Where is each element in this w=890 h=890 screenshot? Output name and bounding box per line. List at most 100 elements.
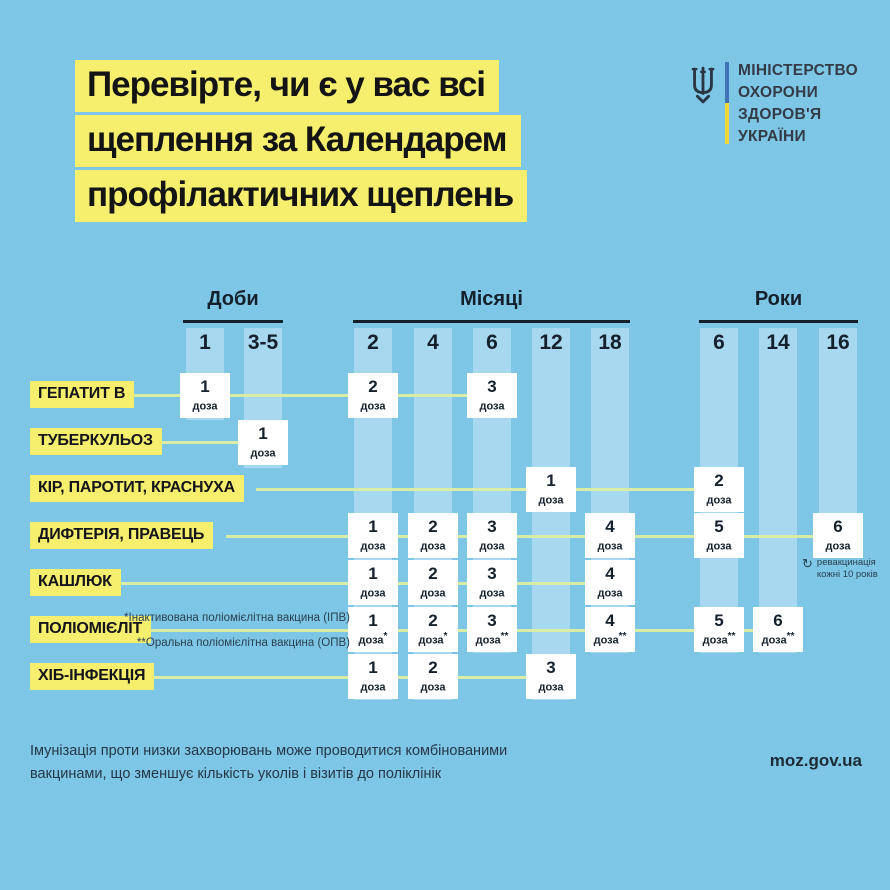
row-label-diphtheria: ДИФТЕРІЯ, ПРАВЕЦЬ [30,522,214,549]
row-line-diphtheria [226,535,838,538]
column-header-month-12: 12 [539,331,563,354]
footer-note-line-2: вакцинами, що зменшує кількість уколів і… [30,766,442,782]
dose-number: 4 [605,517,615,537]
dose-number: 3 [487,564,497,584]
dose-number: 1 [258,424,268,444]
row-label-hepatitis: ГЕПАТИТ В [30,381,135,408]
dose-number: 1 [368,564,378,584]
page-title: Перевірте, чи є у вас всі щеплення за Ка… [75,60,528,222]
title-line-3: профілактичних щеплень [75,170,528,222]
dose-box: 5 доза** [694,607,744,652]
dose-number: 3 [487,611,497,631]
dose-number: 2 [428,611,438,631]
dose-box: 2 доза* [408,607,458,652]
dose-number: 3 [487,377,497,397]
dose-number: 5 [714,611,724,631]
dose-box: 4 доза [585,513,635,558]
row-line-hepatitis [132,394,492,397]
dose-unit: доза* [358,631,388,647]
ministry-name: МІНІСТЕРСТВО ОХОРОНИ ЗДОРОВ'Я УКРАЇНИ [738,60,858,148]
column-header-month-2: 2 [367,331,379,354]
column-header-month-4: 4 [427,331,439,354]
dose-unit: доза** [761,631,795,647]
dose-unit: доза [706,494,732,507]
dose-unit: доза [479,540,505,553]
row-label-polio: ПОЛІОМІЄЛІТ [30,616,152,643]
ministry-logo: МІНІСТЕРСТВО ОХОРОНИ ЗДОРОВ'Я УКРАЇНИ [688,60,858,148]
dose-box: 2 доза [694,467,744,512]
row-line-tuberculosis [152,441,263,444]
dose-unit: доза [538,681,564,694]
dose-box: 1 доза [526,467,576,512]
group-underline-months [353,320,630,323]
dose-box: 1 доза [348,513,398,558]
dose-number: 5 [714,517,724,537]
dose-number: 1 [368,611,378,631]
dose-number: 1 [546,471,556,491]
group-label-years: Роки [754,288,803,310]
column-header-year-6: 6 [713,331,725,354]
dose-box: 6 доза** [753,607,803,652]
dose-box: 3 доза [467,373,517,418]
dose-box: 4 доза** [585,607,635,652]
dose-unit: доза [538,494,564,507]
dose-number: 1 [368,517,378,537]
row-label-measles: КІР, ПАРОТИТ, КРАСНУХА [30,475,244,502]
flag-bar-blue [725,62,729,103]
cycle-arrow-icon: ↻ [802,556,813,571]
dose-unit: доза [597,587,623,600]
dose-box: 6 доза [813,513,863,558]
dose-unit: доза [360,587,386,600]
ministry-name-line: МІНІСТЕРСТВО [738,62,859,79]
dose-box: 3 доза [467,560,517,605]
revaccination-note-text: ревакцинація кожні 10 років [816,557,878,580]
flag-bar [725,62,729,144]
row-label-tuberculosis: ТУБЕРКУЛЬОЗ [30,428,162,455]
dose-unit: доза [420,681,446,694]
dose-box: 1 доза* [348,607,398,652]
dose-box: 4 доза [585,560,635,605]
column-stripe-year-14 [759,328,797,653]
website-url: moz.gov.ua [769,751,862,770]
dose-number: 4 [605,564,615,584]
footnote-opv: **Оральна поліомієлітна вакцина (ОПВ) [136,637,350,649]
dose-box: 2 доза [408,654,458,699]
ministry-name-line: ОХОРОНИ [738,84,819,101]
dose-unit: доза [597,540,623,553]
dose-box: 2 доза [408,513,458,558]
dose-box: 2 доза [348,373,398,418]
dose-number: 1 [200,377,210,397]
dose-unit: доза [825,540,851,553]
dose-number: 1 [368,658,378,678]
dose-box: 1 доза [348,560,398,605]
dose-unit: доза [420,587,446,600]
dose-number: 2 [428,658,438,678]
dose-unit: доза [192,400,218,413]
column-header-month-18: 18 [598,331,622,354]
dose-unit: доза [360,681,386,694]
dose-box: 1 доза [348,654,398,699]
row-line-measles [256,488,719,491]
dose-box: 5 доза [694,513,744,558]
dose-unit: доза** [475,631,509,647]
dose-number: 2 [428,564,438,584]
dose-number: 3 [487,517,497,537]
group-underline-days [183,320,283,323]
ministry-name-line: УКРАЇНИ [738,128,806,145]
dose-number: 2 [368,377,378,397]
dose-number: 4 [605,611,615,631]
flag-bar-yellow [725,103,729,144]
footnote-ipv: *Інактивована поліомієлітна вакцина (ІПВ… [124,612,350,624]
dose-unit: доза** [593,631,627,647]
row-label-hib: ХІБ-ІНФЕКЦІЯ [30,663,155,690]
footer-note: Імунізація проти низки захворювань може … [30,740,507,786]
dose-box: 2 доза [408,560,458,605]
dose-unit: доза [360,540,386,553]
dose-box: 1 доза [238,420,288,465]
dose-number: 3 [546,658,556,678]
dose-unit: доза [360,400,386,413]
column-header-month-6: 6 [486,331,498,354]
column-header-year-14: 14 [766,331,790,354]
dose-unit: доза [706,540,732,553]
